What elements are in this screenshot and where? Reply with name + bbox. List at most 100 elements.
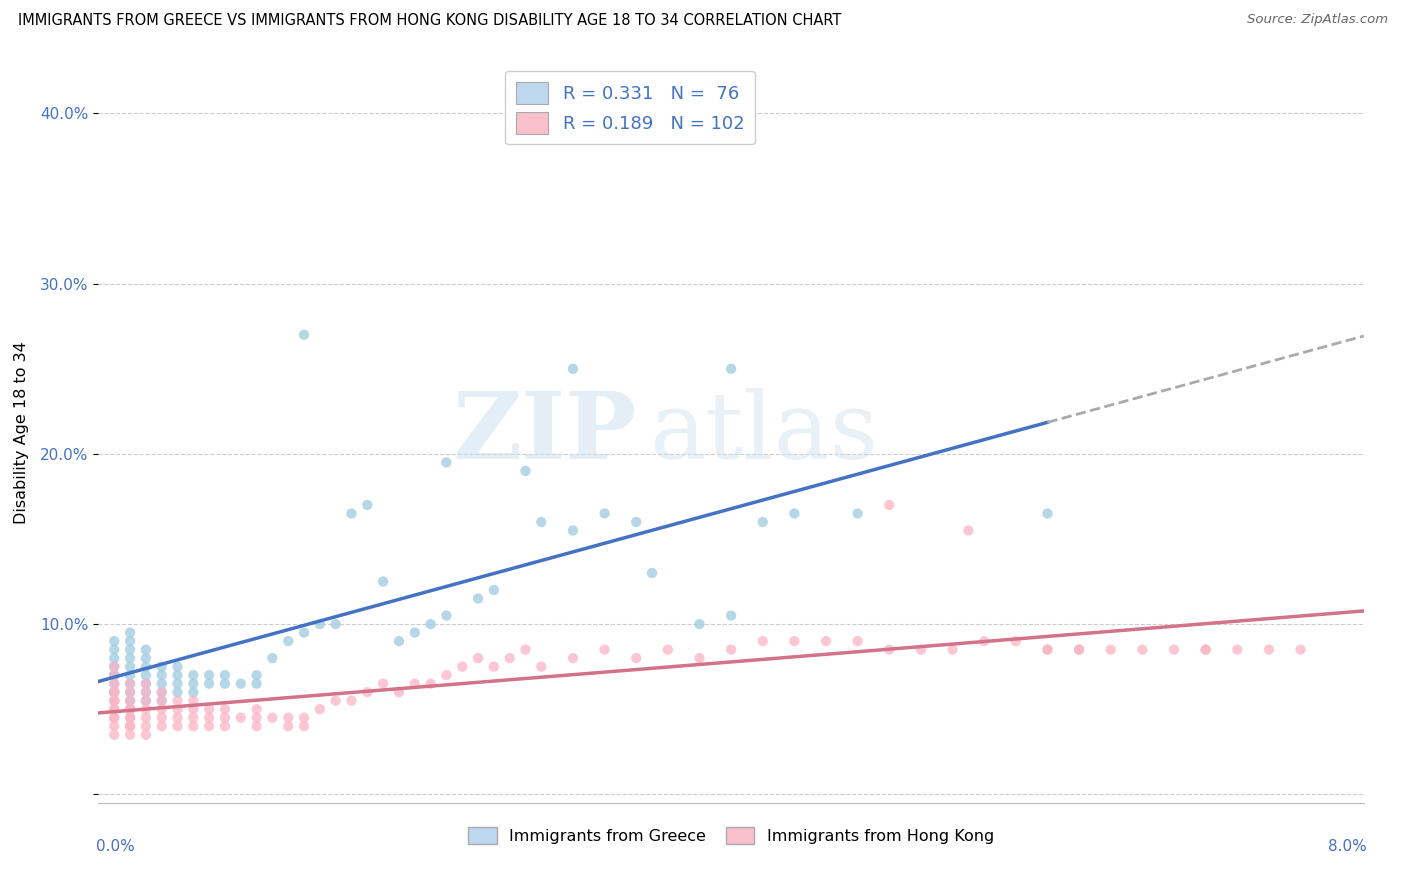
Point (183, 694, 205, 708)
Point (1257, 642, 1279, 657)
Point (198, 711, 221, 725)
Point (214, 702, 236, 716)
Point (120, 694, 141, 708)
Point (530, 515, 553, 529)
Point (404, 625, 426, 640)
Point (356, 498, 378, 512)
Point (183, 711, 205, 725)
Point (120, 702, 141, 716)
Point (135, 642, 157, 657)
Point (688, 651, 710, 665)
Point (846, 634, 869, 648)
Point (783, 634, 806, 648)
Point (720, 608, 742, 623)
Point (1036, 642, 1059, 657)
Point (325, 694, 347, 708)
Point (103, 728, 125, 742)
Point (135, 676, 157, 690)
Point (515, 464, 537, 478)
Point (846, 507, 869, 521)
Point (103, 702, 125, 716)
Point (371, 574, 394, 589)
Point (103, 668, 125, 682)
Point (135, 719, 157, 733)
Point (246, 702, 269, 716)
Point (720, 361, 742, 376)
Point (751, 515, 773, 529)
Point (1226, 642, 1249, 657)
Point (103, 685, 125, 699)
Point (166, 668, 188, 682)
Point (103, 694, 125, 708)
Point (214, 719, 236, 733)
Text: ZIP: ZIP (451, 388, 636, 477)
Point (120, 642, 141, 657)
Point (183, 668, 205, 682)
Point (103, 634, 125, 648)
Point (183, 685, 205, 699)
Point (1130, 642, 1153, 657)
Text: 0.0%: 0.0% (96, 838, 135, 854)
Point (641, 566, 664, 580)
Point (120, 702, 141, 716)
Point (150, 685, 173, 699)
Point (103, 668, 125, 682)
Point (973, 634, 995, 648)
Point (1163, 642, 1185, 657)
Point (120, 651, 141, 665)
Point (198, 668, 221, 682)
Point (910, 642, 932, 657)
Point (246, 719, 269, 733)
Point (166, 685, 188, 699)
Point (214, 668, 236, 682)
Point (877, 642, 901, 657)
Point (103, 694, 125, 708)
Point (482, 659, 505, 673)
Point (1004, 634, 1026, 648)
Point (166, 719, 188, 733)
Point (751, 634, 773, 648)
Point (292, 625, 315, 640)
Point (292, 719, 315, 733)
Point (120, 676, 141, 690)
Point (214, 676, 236, 690)
Point (229, 676, 252, 690)
Point (135, 685, 157, 699)
Point (150, 719, 173, 733)
Point (229, 711, 252, 725)
Point (183, 719, 205, 733)
Point (561, 651, 585, 665)
Point (593, 507, 616, 521)
Point (941, 642, 963, 657)
Point (1195, 642, 1218, 657)
Point (451, 659, 474, 673)
Point (624, 651, 647, 665)
Point (166, 711, 188, 725)
Point (198, 719, 221, 733)
Point (120, 668, 141, 682)
Point (657, 642, 679, 657)
Point (135, 659, 157, 673)
Point (246, 711, 269, 725)
Point (783, 507, 806, 521)
Point (325, 617, 347, 632)
Point (388, 685, 411, 699)
Point (214, 711, 236, 725)
Point (103, 711, 125, 725)
Point (120, 702, 141, 716)
Point (277, 711, 299, 725)
Point (340, 694, 363, 708)
Point (135, 676, 157, 690)
Point (183, 702, 205, 716)
Point (277, 719, 299, 733)
Text: IMMIGRANTS FROM GREECE VS IMMIGRANTS FROM HONG KONG DISABILITY AGE 18 TO 34 CORR: IMMIGRANTS FROM GREECE VS IMMIGRANTS FRO… (18, 13, 842, 29)
Point (388, 634, 411, 648)
Point (371, 676, 394, 690)
Point (103, 685, 125, 699)
Point (419, 617, 441, 632)
Point (436, 608, 458, 623)
Point (150, 668, 173, 682)
Point (103, 676, 125, 690)
Point (135, 668, 157, 682)
Point (404, 676, 426, 690)
